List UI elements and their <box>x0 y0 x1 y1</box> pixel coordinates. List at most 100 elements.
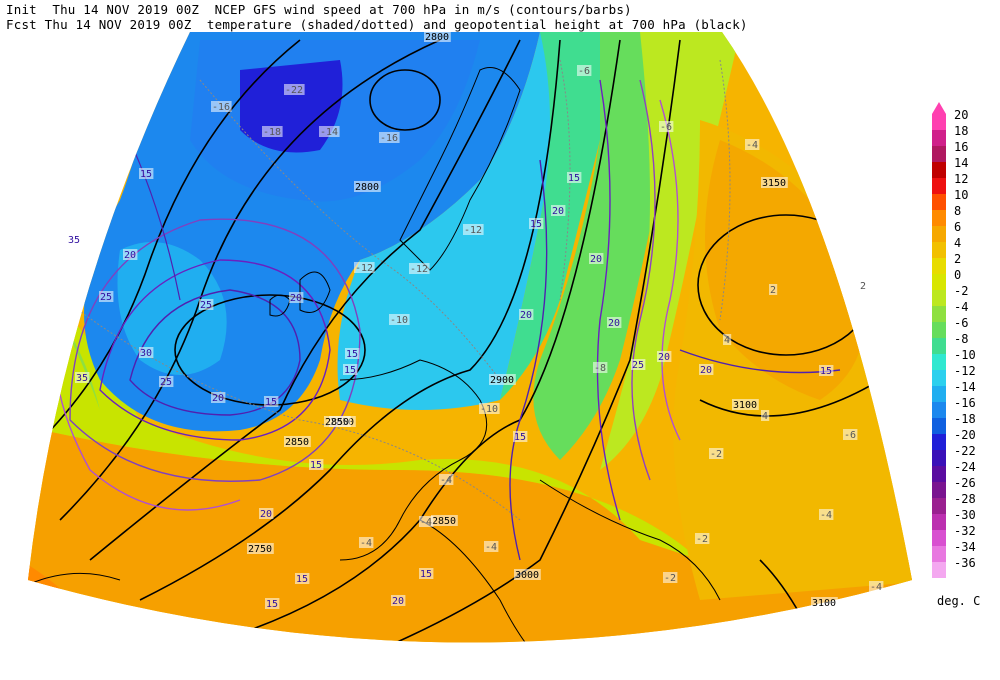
wind-contour-label: 20 <box>590 254 602 265</box>
wind-contour-label: 35 <box>76 373 88 384</box>
legend-swatch <box>932 370 946 386</box>
legend-swatch <box>932 466 946 482</box>
legend-label: -8 <box>954 332 968 346</box>
wind-contour-label-bg <box>631 359 646 370</box>
wind-contour-label: 25 <box>100 292 112 303</box>
height-contour-label-bg <box>324 416 351 427</box>
legend-label: 10 <box>954 188 968 202</box>
wind-contour-label: 20 <box>392 596 404 607</box>
wind-contour-label-bg <box>159 376 174 387</box>
temperature-label-bg <box>262 126 283 137</box>
wind-contour-label-bg <box>551 205 566 216</box>
wind-contour-label-bg <box>211 392 226 403</box>
legend-label: 14 <box>954 156 968 170</box>
wind-contour-label: 20 <box>260 509 272 520</box>
legend-swatch <box>932 514 946 530</box>
wind-contour-label-bg <box>345 348 360 359</box>
wind-contour-label-bg <box>657 351 672 362</box>
temperature-label-bg <box>419 516 434 527</box>
wind-contour-label: 15 <box>346 349 358 360</box>
wind-contour-label-bg <box>139 347 154 358</box>
legend-swatch <box>932 386 946 402</box>
temperature-label: -16 <box>212 102 230 113</box>
temperature-label: -2 <box>664 573 676 584</box>
temperature-label-bg <box>663 572 678 583</box>
legend-label: 12 <box>954 172 968 186</box>
legend-swatch <box>932 162 946 178</box>
legend-swatch <box>932 562 946 578</box>
temperature-label-bg <box>761 410 770 421</box>
temperature-label: -4 <box>870 582 882 593</box>
wind-contour-label: 20 <box>658 352 670 363</box>
temperature-label: -2 <box>710 449 722 460</box>
wind-contour-label: 15 <box>296 574 308 585</box>
temperature-label-bg <box>659 121 674 132</box>
legend-label: 6 <box>954 220 961 234</box>
temperature-label-bg <box>819 509 834 520</box>
wind-contour-label: 15 <box>820 366 832 377</box>
height-contour-label: 2850 <box>285 437 309 448</box>
height-contour-label: 2850 <box>432 516 456 527</box>
header-init-line: Init Thu 14 NOV 2019 00Z NCEP GFS wind s… <box>6 2 632 17</box>
temperature-label: -12 <box>464 225 482 236</box>
wind-contour-label: 15 <box>310 460 322 471</box>
temperature-label-bg <box>843 429 858 440</box>
temp-labels: -22-18-16-16-14-12-12-12-10-10-4-4-4-4-2… <box>211 65 884 593</box>
legend-label: -36 <box>954 556 976 570</box>
temperature-label-bg <box>769 284 778 295</box>
legend-label: -12 <box>954 364 976 378</box>
temperature-label-bg <box>479 403 500 414</box>
wind-contour-label-bg <box>139 168 154 179</box>
wind-contour-label: 30 <box>140 348 152 359</box>
temperature-label-bg <box>484 541 499 552</box>
temperature-label: -18 <box>263 127 281 138</box>
wind-contour-label-bg <box>343 364 358 375</box>
height-contour-label-bg <box>514 569 541 580</box>
temperature-label-bg <box>354 262 375 273</box>
height-contour-label: 3150 <box>762 178 786 189</box>
wind-contour-label-bg <box>67 234 82 245</box>
legend-label: -18 <box>954 412 976 426</box>
wind-contour-label-bg <box>567 172 582 183</box>
temperature-label-bg <box>409 263 430 274</box>
temperature-label: -10 <box>390 315 408 326</box>
legend-swatch <box>932 114 946 130</box>
wind-contour-label: 15 <box>344 365 356 376</box>
legend-label: -10 <box>954 348 976 362</box>
temperature-label-bg <box>379 132 400 143</box>
height-contour-label: 2800 <box>355 182 379 193</box>
wind-contour-label: 20 <box>212 393 224 404</box>
header-forecast-line: Fcst Thu 14 NOV 2019 00Z temperature (sh… <box>6 17 748 32</box>
temperature-label-bg <box>869 581 884 592</box>
temperature-label: 2 <box>860 281 866 292</box>
height-contour-label: 2850 <box>325 417 349 428</box>
contour-lines <box>28 39 881 643</box>
height-contour-label-bg <box>761 177 788 188</box>
legend-label: -2 <box>954 284 968 298</box>
wind-contour-label-bg <box>589 253 604 264</box>
temperature-label-bg <box>577 65 592 76</box>
legend-label: -30 <box>954 508 976 522</box>
wind-contour-label-bg <box>529 218 544 229</box>
legend-label: 8 <box>954 204 961 218</box>
legend-label: 4 <box>954 236 961 250</box>
legend-label: -28 <box>954 492 976 506</box>
temperature-label-bg <box>284 84 305 95</box>
temperature-label: -22 <box>285 85 303 96</box>
wind-contour-label: 15 <box>140 169 152 180</box>
legend-label: 20 <box>954 108 968 122</box>
temperature-label-bg <box>593 362 608 373</box>
temperature-label: -8 <box>594 363 606 374</box>
temperature-label-bg <box>359 537 374 548</box>
height-contour-label: 2750 <box>248 544 272 555</box>
height-contour-label-bg <box>284 436 311 447</box>
legend-label: -20 <box>954 428 976 442</box>
wind-contour-label: 15 <box>420 569 432 580</box>
temperature-label: -10 <box>480 404 498 415</box>
height-contour-label: 2800 <box>425 32 449 43</box>
temperature-label: -4 <box>820 510 832 521</box>
temperature-label: -6 <box>660 122 672 133</box>
temperature-label: 4 <box>762 411 768 422</box>
temperature-label: -12 <box>410 264 428 275</box>
